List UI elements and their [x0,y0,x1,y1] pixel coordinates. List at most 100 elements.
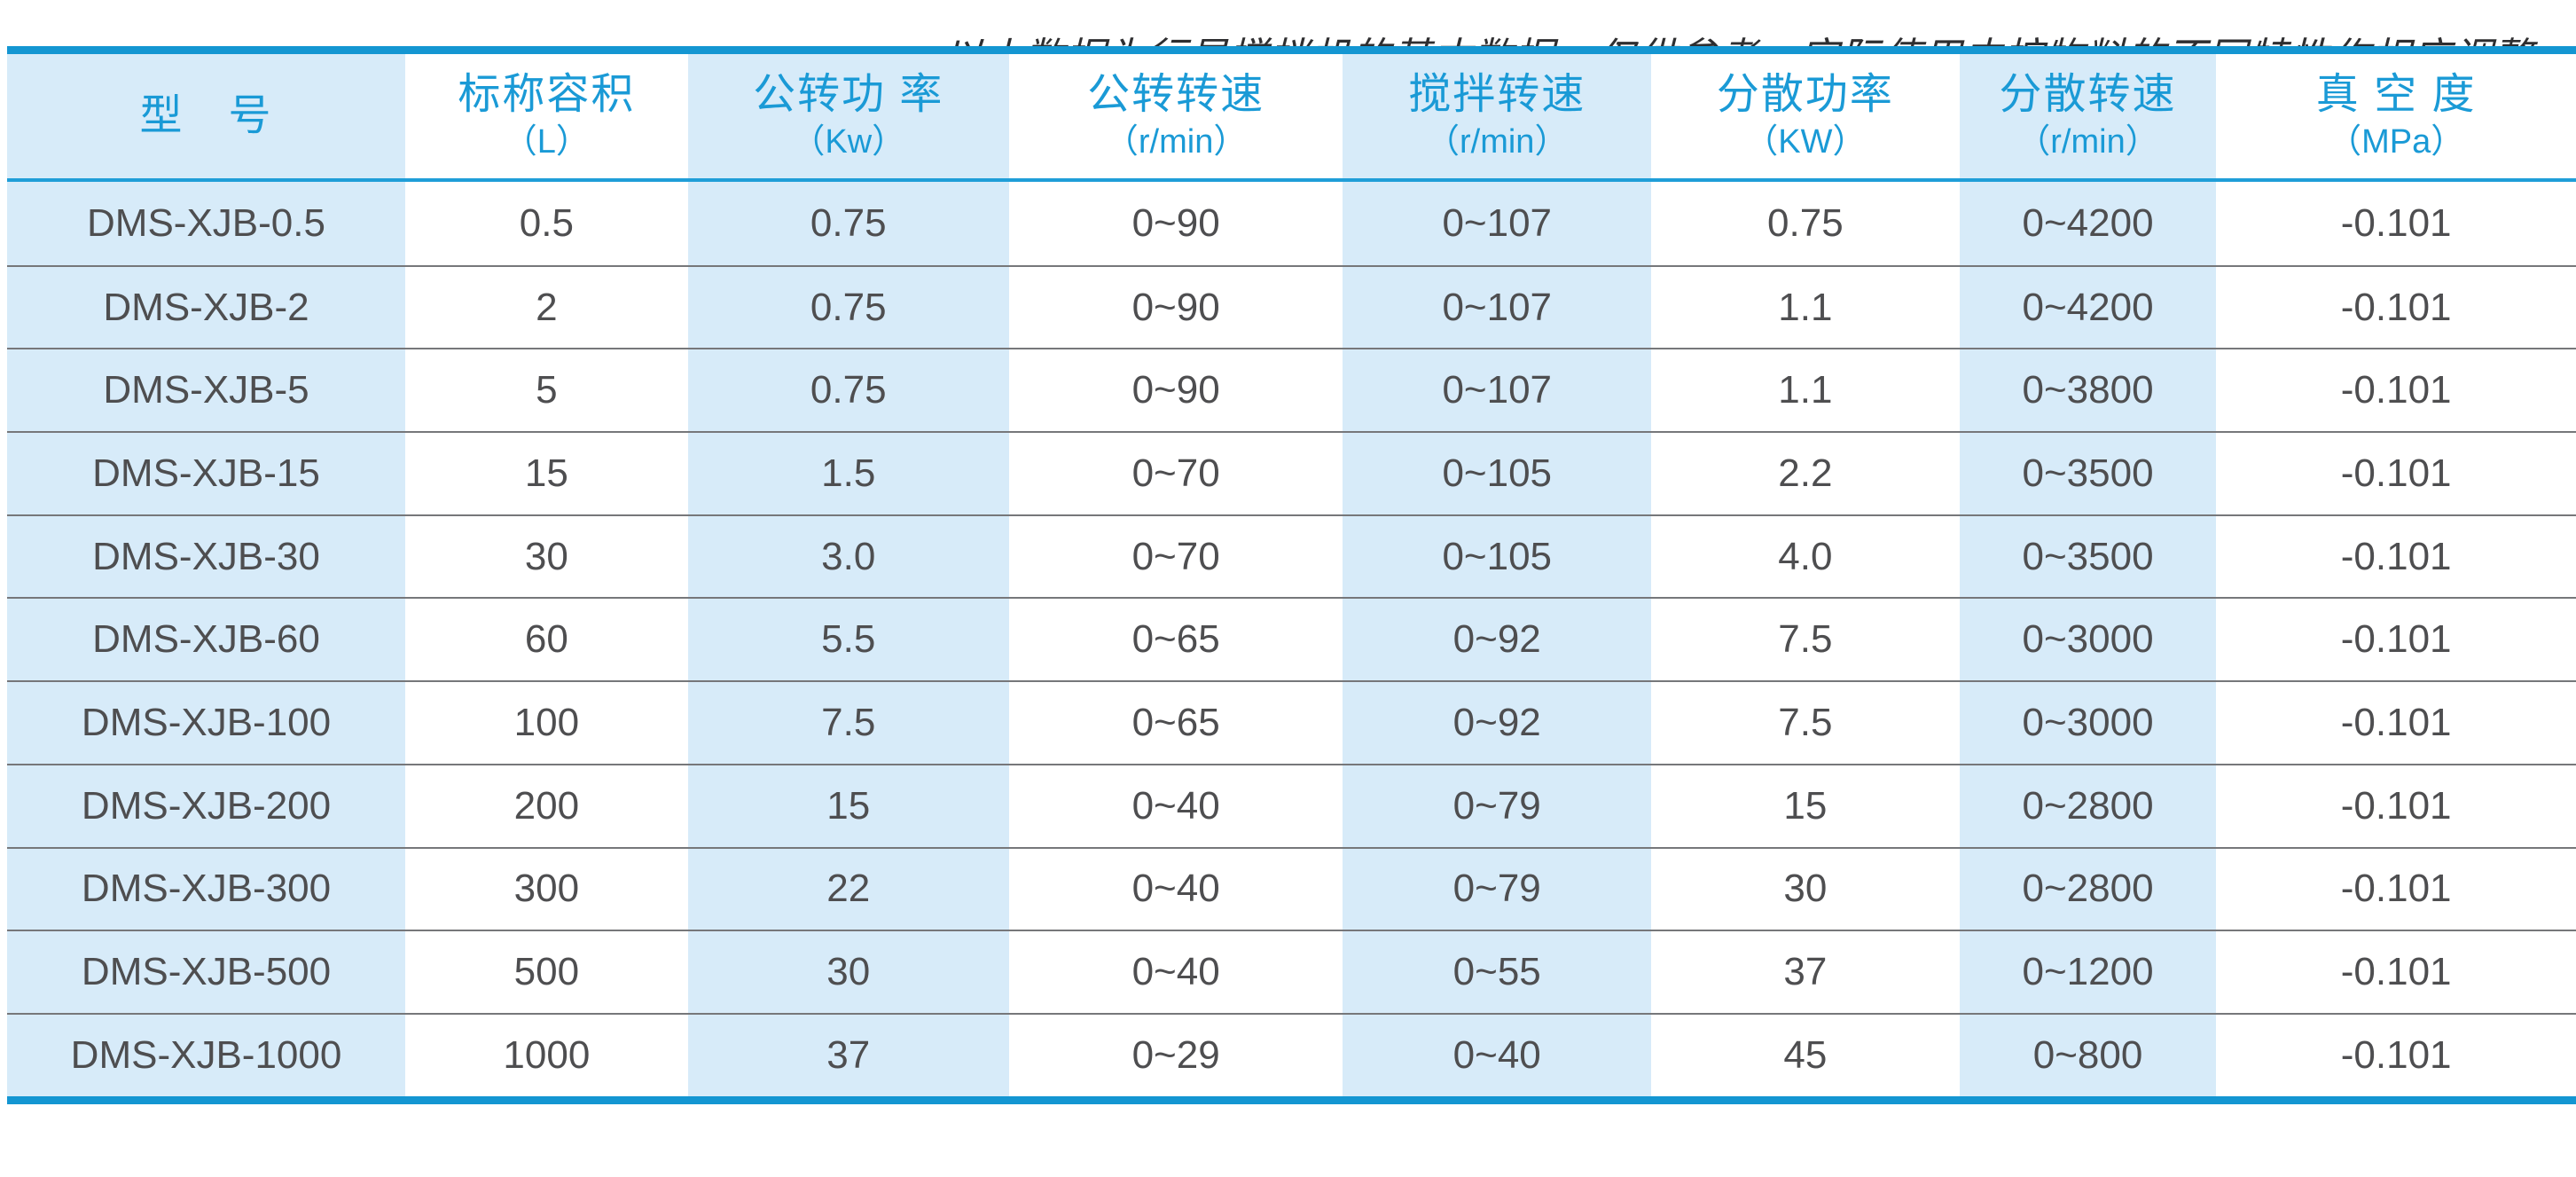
header-unit: （Kw） [791,122,906,161]
dispersing-power-cell: 4.0 [1651,515,1960,598]
nominal-volume-cell: 30 [405,515,688,598]
dispersing-power-cell: 1.1 [1651,349,1960,432]
dispersing-speed-cell: 0~3500 [1959,515,2217,598]
stirring-speed-cell: 0~107 [1343,349,1652,432]
stirring-speed-cell: 0~107 [1343,182,1652,265]
revolution-power-cell: 5.5 [687,599,1009,681]
stirring-speed-cell: 0~40 [1343,1014,1652,1096]
table-row: DMS-XJB-5 5 0.75 0~90 0~107 1.1 0~3800 -… [7,348,2576,432]
header-title: 搅拌转速 [1408,70,1586,118]
dispersing-power-cell: 7.5 [1651,682,1960,764]
stirring-speed-cell: 0~105 [1343,515,1652,598]
table-row: DMS-XJB-1000 1000 37 0~29 0~40 45 0~800 … [7,1012,2576,1096]
model-cell: DMS-XJB-60 [7,599,406,681]
header-unit: （MPa） [2328,122,2465,161]
table-row: DMS-XJB-200 200 15 0~40 0~79 15 0~2800 -… [7,763,2576,847]
dispersing-speed-cell: 0~3000 [1959,599,2217,681]
header-title: 公转功 率 [753,70,944,118]
dispersing-speed-cell: 0~2800 [1959,848,2217,930]
stirring-speed-cell: 0~79 [1343,765,1652,847]
table-bottom-rule [7,1095,2576,1104]
header-unit: （L） [503,122,590,161]
table-row: DMS-XJB-15 15 1.5 0~70 0~105 2.2 0~3500 … [7,431,2576,514]
table-row: DMS-XJB-30 30 3.0 0~70 0~105 4.0 0~3500 … [7,514,2576,598]
revolution-power-cell: 1.5 [687,433,1009,514]
nominal-volume-cell: 300 [405,848,688,930]
revolution-power-cell: 30 [687,931,1009,1013]
vacuum-degree-cell: -0.101 [2216,349,2576,432]
dispersing-speed-cell: 0~4200 [1959,266,2217,349]
dispersing-power-cell: 2.2 [1651,433,1960,514]
stirring-speed-cell: 0~79 [1343,848,1652,930]
dispersing-speed-cell: 0~1200 [1959,931,2217,1013]
vacuum-degree-cell: -0.101 [2216,682,2576,764]
header-cell-model: 型 号 [7,54,406,178]
dispersing-power-cell: 1.1 [1651,266,1960,349]
revolution-power-cell: 0.75 [687,349,1009,432]
model-cell: DMS-XJB-100 [7,682,406,764]
header-cell-dispersing-power: 分散功率 （KW） [1651,54,1960,178]
vacuum-degree-cell: -0.101 [2216,433,2576,514]
table-row: DMS-XJB-500 500 30 0~40 0~55 37 0~1200 -… [7,930,2576,1013]
dispersing-power-cell: 45 [1651,1014,1960,1096]
revolution-speed-cell: 0~40 [1008,765,1343,847]
model-cell: DMS-XJB-30 [7,515,406,598]
header-title: 标称容积 [458,70,636,118]
vacuum-degree-cell: -0.101 [2216,931,2576,1013]
stirring-speed-cell: 0~92 [1343,599,1652,681]
nominal-volume-cell: 1000 [405,1014,688,1096]
revolution-speed-cell: 0~65 [1008,682,1343,764]
revolution-speed-cell: 0~90 [1008,182,1343,265]
vacuum-degree-cell: -0.101 [2216,848,2576,930]
header-unit: （KW） [1744,122,1867,161]
header-unit: （r/min） [2016,122,2159,161]
vacuum-degree-cell: -0.101 [2216,1014,2576,1096]
dispersing-power-cell: 7.5 [1651,599,1960,681]
table-body: DMS-XJB-0.5 0.5 0.75 0~90 0~107 0.75 0~4… [7,182,2576,1096]
model-cell: DMS-XJB-2 [7,266,406,349]
revolution-speed-cell: 0~40 [1008,848,1343,930]
dispersing-speed-cell: 0~4200 [1959,182,2217,265]
revolution-speed-cell: 0~65 [1008,599,1343,681]
dispersing-power-cell: 30 [1651,848,1960,930]
header-title: 真 空 度 [2315,70,2477,118]
revolution-power-cell: 37 [687,1014,1009,1096]
nominal-volume-cell: 60 [405,599,688,681]
model-cell: DMS-XJB-200 [7,765,406,847]
table-top-rule [7,46,2576,54]
revolution-speed-cell: 0~70 [1008,433,1343,514]
model-cell: DMS-XJB-0.5 [7,182,406,265]
table-row: DMS-XJB-100 100 7.5 0~65 0~92 7.5 0~3000… [7,680,2576,764]
model-cell: DMS-XJB-5 [7,349,406,432]
vacuum-degree-cell: -0.101 [2216,515,2576,598]
vacuum-degree-cell: -0.101 [2216,266,2576,349]
table-header-row: 型 号 标称容积 （L） 公转功 率 （Kw） 公转转速 （r/min） 搅拌转… [7,54,2576,182]
revolution-power-cell: 7.5 [687,682,1009,764]
table-row: DMS-XJB-0.5 0.5 0.75 0~90 0~107 0.75 0~4… [7,182,2576,265]
dispersing-power-cell: 0.75 [1651,182,1960,265]
header-unit: （r/min） [1426,122,1569,161]
revolution-speed-cell: 0~90 [1008,266,1343,349]
vacuum-degree-cell: -0.101 [2216,182,2576,265]
model-cell: DMS-XJB-300 [7,848,406,930]
revolution-power-cell: 15 [687,765,1009,847]
revolution-power-cell: 3.0 [687,515,1009,598]
nominal-volume-cell: 500 [405,931,688,1013]
header-title: 型 号 [139,92,273,140]
revolution-speed-cell: 0~90 [1008,349,1343,432]
header-unit: （r/min） [1104,122,1248,161]
header-title: 公转转速 [1087,70,1265,118]
spec-table: 型 号 标称容积 （L） 公转功 率 （Kw） 公转转速 （r/min） 搅拌转… [7,46,2576,1104]
page: 型 号 标称容积 （L） 公转功 率 （Kw） 公转转速 （r/min） 搅拌转… [0,25,2576,1177]
header-cell-dispersing-speed: 分散转速 （r/min） [1959,54,2217,178]
dispersing-speed-cell: 0~3500 [1959,433,2217,514]
stirring-speed-cell: 0~107 [1343,266,1652,349]
header-cell-vacuum-degree: 真 空 度 （MPa） [2216,54,2576,178]
nominal-volume-cell: 5 [405,349,688,432]
header-cell-revolution-speed: 公转转速 （r/min） [1008,54,1343,178]
stirring-speed-cell: 0~92 [1343,682,1652,764]
nominal-volume-cell: 100 [405,682,688,764]
dispersing-speed-cell: 0~2800 [1959,765,2217,847]
dispersing-power-cell: 37 [1651,931,1960,1013]
nominal-volume-cell: 200 [405,765,688,847]
